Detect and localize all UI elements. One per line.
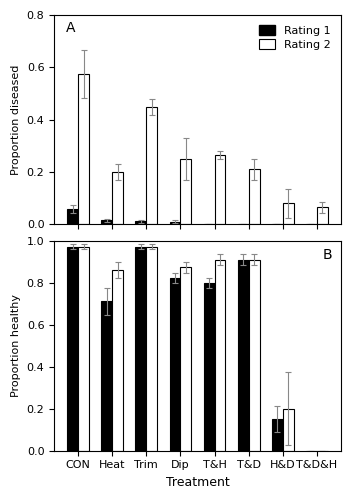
Bar — [67, 246, 78, 450]
Bar — [215, 260, 226, 450]
Bar — [146, 106, 157, 224]
Bar — [283, 204, 294, 225]
Bar — [215, 155, 226, 224]
Bar — [204, 283, 215, 450]
Bar — [101, 302, 112, 450]
Bar — [249, 170, 260, 224]
Bar — [170, 222, 181, 224]
Bar — [78, 246, 89, 450]
Bar — [181, 159, 191, 224]
Bar — [136, 246, 146, 450]
Bar — [112, 270, 123, 450]
Bar — [67, 208, 78, 224]
Bar — [146, 246, 157, 450]
Bar — [78, 74, 89, 225]
X-axis label: Treatment: Treatment — [166, 476, 230, 489]
Legend: Rating 1, Rating 2: Rating 1, Rating 2 — [254, 20, 335, 54]
Bar — [101, 220, 112, 224]
Y-axis label: Proportion healthy: Proportion healthy — [11, 294, 21, 398]
Bar — [238, 260, 249, 450]
Y-axis label: Proportion diseased: Proportion diseased — [11, 64, 21, 175]
Text: A: A — [65, 22, 75, 36]
Bar — [136, 221, 146, 224]
Bar — [181, 268, 191, 450]
Bar — [272, 419, 283, 450]
Bar — [112, 172, 123, 225]
Bar — [249, 260, 260, 450]
Bar — [170, 278, 181, 450]
Bar — [283, 409, 294, 451]
Bar — [317, 208, 328, 224]
Text: B: B — [323, 248, 332, 262]
